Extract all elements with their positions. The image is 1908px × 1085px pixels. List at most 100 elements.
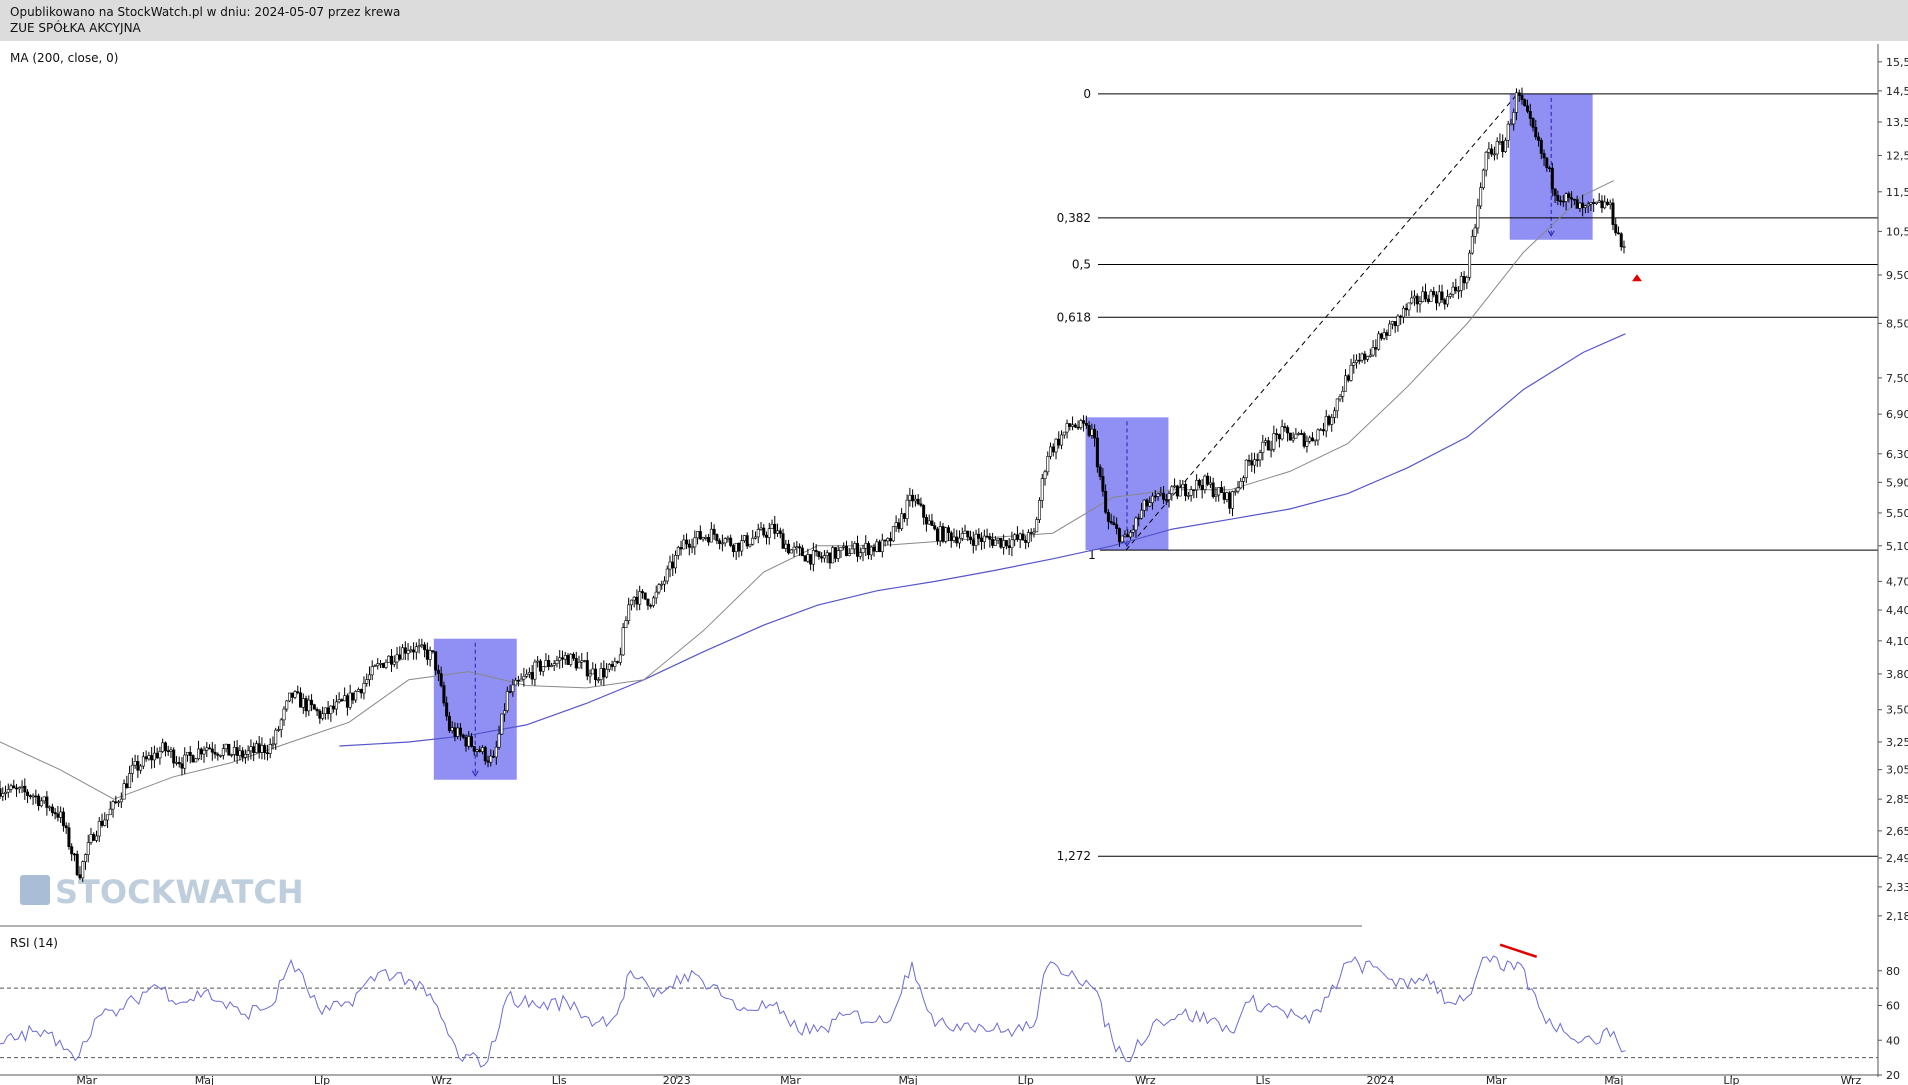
rsi-line xyxy=(0,955,1626,1068)
price-bar-body xyxy=(1032,531,1036,534)
price-bar-body xyxy=(814,550,818,552)
price-bar-body xyxy=(1332,410,1336,418)
price-bar-body xyxy=(522,676,526,680)
price-bar-body xyxy=(310,699,314,705)
price-bar-body xyxy=(640,591,644,594)
price-bar-body xyxy=(136,761,140,771)
price-bar-body xyxy=(1581,202,1585,208)
price-bar-body xyxy=(657,584,661,593)
price-bar-body xyxy=(216,753,220,756)
price-bar-body xyxy=(188,751,192,756)
price-bar-body xyxy=(1261,441,1265,453)
price-bar-body xyxy=(1139,509,1143,519)
price-bar-body xyxy=(301,698,305,708)
price-bar-body xyxy=(70,846,74,855)
price-bar-body xyxy=(1071,424,1075,427)
price-bar-body xyxy=(238,750,242,756)
price-bar-body xyxy=(492,755,496,758)
price-bar-body xyxy=(1200,485,1204,490)
price-bar-body xyxy=(1288,432,1292,441)
y-tick-label: 3,25 xyxy=(1886,736,1908,749)
box-arrow-icon xyxy=(471,770,479,777)
price-bar-body xyxy=(1037,500,1041,520)
price-bar-body xyxy=(629,599,633,606)
price-bar-body xyxy=(762,527,766,536)
price-bar-body xyxy=(547,660,551,667)
price-bar-body xyxy=(993,539,997,546)
price-bar-body xyxy=(552,663,556,666)
price-bar-body xyxy=(693,537,697,548)
price-bar-body xyxy=(855,543,859,557)
price-bar-body xyxy=(334,701,338,710)
price-bar-body xyxy=(1123,534,1127,537)
price-bar-body xyxy=(1537,136,1541,141)
price-bar-body xyxy=(1164,499,1168,501)
price-bar-body xyxy=(1029,532,1033,534)
price-bar-body xyxy=(12,785,16,789)
ma50-layer xyxy=(0,180,1615,800)
price-bar-body xyxy=(729,537,733,546)
company-name: ZUE SPÓŁKA AKCYJNA xyxy=(10,21,141,35)
price-bar-body xyxy=(941,526,945,542)
price-bar-body xyxy=(1068,423,1072,427)
price-bar-body xyxy=(985,535,989,538)
price-bar-body xyxy=(461,734,465,738)
price-bar-body xyxy=(1305,441,1309,447)
price-bar-body xyxy=(613,661,617,667)
price-bar-body xyxy=(704,537,708,539)
price-bar-body xyxy=(643,592,647,600)
price-bar-body xyxy=(293,691,297,698)
price-bar-body xyxy=(246,750,250,755)
highlight-box xyxy=(1509,93,1593,240)
price-bar-body xyxy=(748,543,752,547)
price-bar-body xyxy=(536,660,540,663)
price-bar-body xyxy=(519,678,523,682)
price-bar-body xyxy=(31,795,35,798)
price-bar-body xyxy=(660,583,664,586)
price-bar-body xyxy=(1355,359,1359,363)
price-bar-body xyxy=(1046,456,1050,473)
price-bar-body xyxy=(944,527,948,542)
price-bar-body xyxy=(1310,437,1314,442)
price-bar-body xyxy=(800,547,804,557)
x-tick-label: Lip xyxy=(314,1074,330,1085)
price-bar-body xyxy=(701,537,705,540)
price-bar-body xyxy=(1299,433,1303,435)
price-bar-body xyxy=(50,806,54,813)
price-bar-body xyxy=(745,535,749,547)
price-bar-body xyxy=(61,811,65,826)
price-bar-body xyxy=(1377,333,1381,350)
ma200-layer xyxy=(339,333,1626,747)
price-bar-body xyxy=(1197,479,1201,486)
price-bar-body xyxy=(340,699,344,702)
price-bar-body xyxy=(715,534,719,541)
price-bar-body xyxy=(265,752,269,755)
price-bar-body xyxy=(905,499,909,519)
price-bar-body xyxy=(828,552,832,564)
price-bar-body xyxy=(1374,347,1378,350)
price-bar-body xyxy=(1470,236,1474,254)
price-bar-body xyxy=(86,842,90,855)
price-bar-body xyxy=(1401,307,1405,318)
price-bar-body xyxy=(1357,359,1361,362)
price-bar-body xyxy=(177,762,181,765)
price-bar-body xyxy=(1586,203,1590,207)
price-bar-body xyxy=(1415,295,1419,305)
y-tick-label: 2,85 xyxy=(1886,793,1908,806)
price-bar-body xyxy=(767,528,771,538)
price-bar-body xyxy=(4,791,8,794)
price-bar-body xyxy=(1368,354,1372,357)
price-bar-body xyxy=(6,789,10,793)
price-bar-body xyxy=(64,825,68,829)
price-bar-body xyxy=(1614,224,1618,234)
price-bar-body xyxy=(373,665,377,668)
price-bar-body xyxy=(922,505,926,518)
price-bar-body xyxy=(1503,139,1507,152)
price-bar-body xyxy=(199,748,203,755)
price-bar-body xyxy=(933,525,937,530)
price-bar-body xyxy=(795,546,799,549)
price-bar-body xyxy=(583,660,587,662)
price-bar-body xyxy=(290,692,294,698)
price-bar-body xyxy=(638,591,642,605)
price-bar-body xyxy=(850,548,854,554)
